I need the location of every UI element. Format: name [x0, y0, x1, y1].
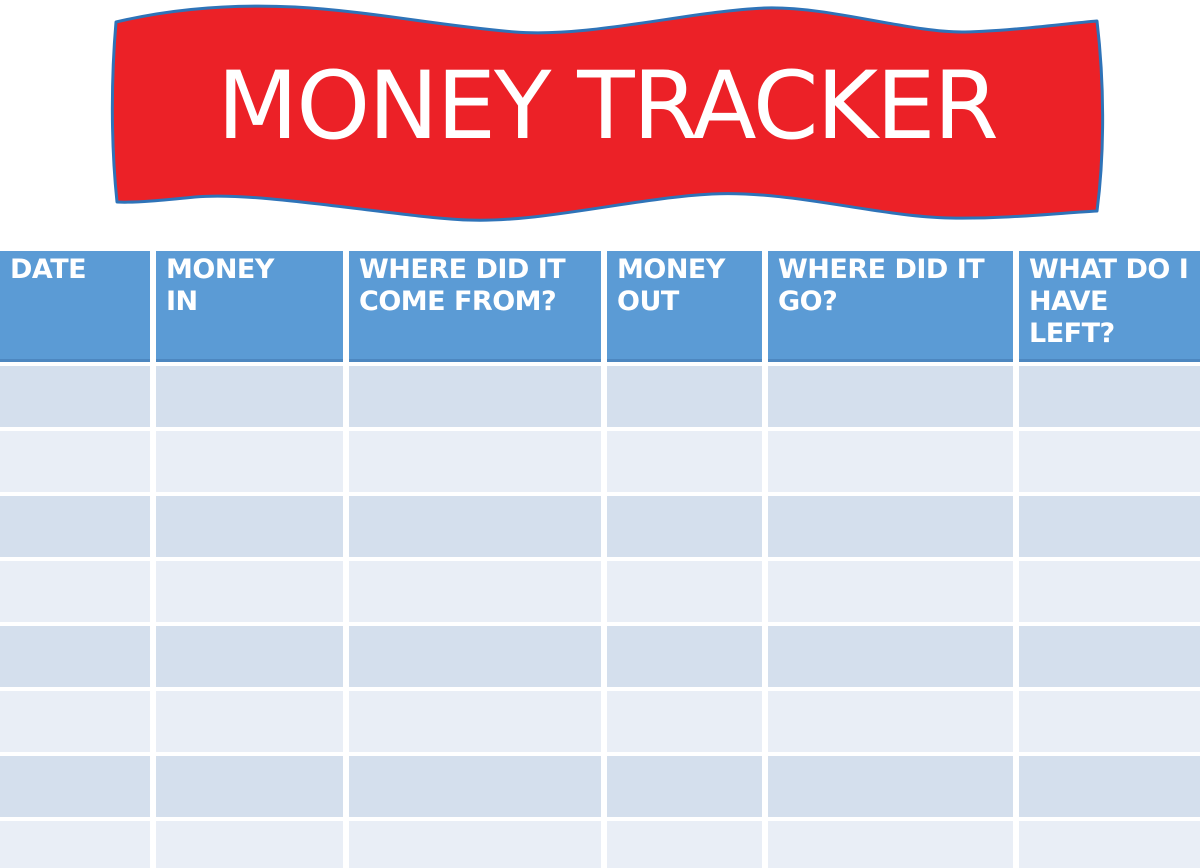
column-header-what-left: WHAT DO I HAVE LEFT?	[1019, 251, 1200, 362]
cell-where-come-from-row7[interactable]	[349, 756, 601, 817]
cell-money-in-row6[interactable]	[156, 691, 343, 752]
cell-date-row4[interactable]	[0, 561, 150, 622]
cell-what-left-row3[interactable]	[1019, 496, 1200, 557]
column-header-money-out: MONEY OUT	[607, 251, 762, 362]
cell-date-row5[interactable]	[0, 626, 150, 687]
cell-money-in-row4[interactable]	[156, 561, 343, 622]
cell-where-come-from-row2[interactable]	[349, 431, 601, 492]
cell-what-left-row4[interactable]	[1019, 561, 1200, 622]
cell-money-out-row7[interactable]	[607, 756, 762, 817]
cell-where-come-from-row8[interactable]	[349, 821, 601, 868]
cell-money-in-row7[interactable]	[156, 756, 343, 817]
cell-what-left-row8[interactable]	[1019, 821, 1200, 868]
cell-money-out-row2[interactable]	[607, 431, 762, 492]
cell-what-left-row5[interactable]	[1019, 626, 1200, 687]
cell-money-in-row5[interactable]	[156, 626, 343, 687]
cell-money-in-row8[interactable]	[156, 821, 343, 868]
cell-money-in-row2[interactable]	[156, 431, 343, 492]
cell-money-out-row5[interactable]	[607, 626, 762, 687]
page-title: MONEY TRACKER	[217, 52, 999, 161]
cell-where-go-row5[interactable]	[768, 626, 1013, 687]
cell-money-out-row4[interactable]	[607, 561, 762, 622]
cell-where-go-row2[interactable]	[768, 431, 1013, 492]
cell-money-out-row8[interactable]	[607, 821, 762, 868]
cell-where-go-row7[interactable]	[768, 756, 1013, 817]
cell-where-come-from-row4[interactable]	[349, 561, 601, 622]
column-header-where-come-from: WHERE DID IT COME FROM?	[349, 251, 601, 362]
wave-ribbon-shape	[110, 4, 1105, 222]
money-tracker-table: DATE MONEY IN WHERE DID IT COME FROM? MONEY…	[0, 251, 1200, 868]
cell-where-come-from-row3[interactable]	[349, 496, 601, 557]
cell-where-come-from-row6[interactable]	[349, 691, 601, 752]
column-header-money-in: MONEY IN	[156, 251, 343, 362]
cell-what-left-row7[interactable]	[1019, 756, 1200, 817]
title-banner: MONEY TRACKER	[0, 0, 1200, 240]
column-header-date: DATE	[0, 251, 150, 362]
cell-money-in-row3[interactable]	[156, 496, 343, 557]
cell-where-go-row6[interactable]	[768, 691, 1013, 752]
cell-money-out-row3[interactable]	[607, 496, 762, 557]
cell-where-come-from-row5[interactable]	[349, 626, 601, 687]
cell-where-go-row1[interactable]	[768, 366, 1013, 427]
cell-money-out-row6[interactable]	[607, 691, 762, 752]
column-header-where-go: WHERE DID IT GO?	[768, 251, 1013, 362]
cell-what-left-row6[interactable]	[1019, 691, 1200, 752]
cell-date-row6[interactable]	[0, 691, 150, 752]
cell-where-go-row4[interactable]	[768, 561, 1013, 622]
cell-date-row2[interactable]	[0, 431, 150, 492]
cell-what-left-row2[interactable]	[1019, 431, 1200, 492]
cell-date-row7[interactable]	[0, 756, 150, 817]
cell-money-out-row1[interactable]	[607, 366, 762, 427]
cell-money-in-row1[interactable]	[156, 366, 343, 427]
cell-where-come-from-row1[interactable]	[349, 366, 601, 427]
cell-date-row8[interactable]	[0, 821, 150, 868]
cell-date-row1[interactable]	[0, 366, 150, 427]
cell-what-left-row1[interactable]	[1019, 366, 1200, 427]
cell-date-row3[interactable]	[0, 496, 150, 557]
cell-where-go-row3[interactable]	[768, 496, 1013, 557]
cell-where-go-row8[interactable]	[768, 821, 1013, 868]
